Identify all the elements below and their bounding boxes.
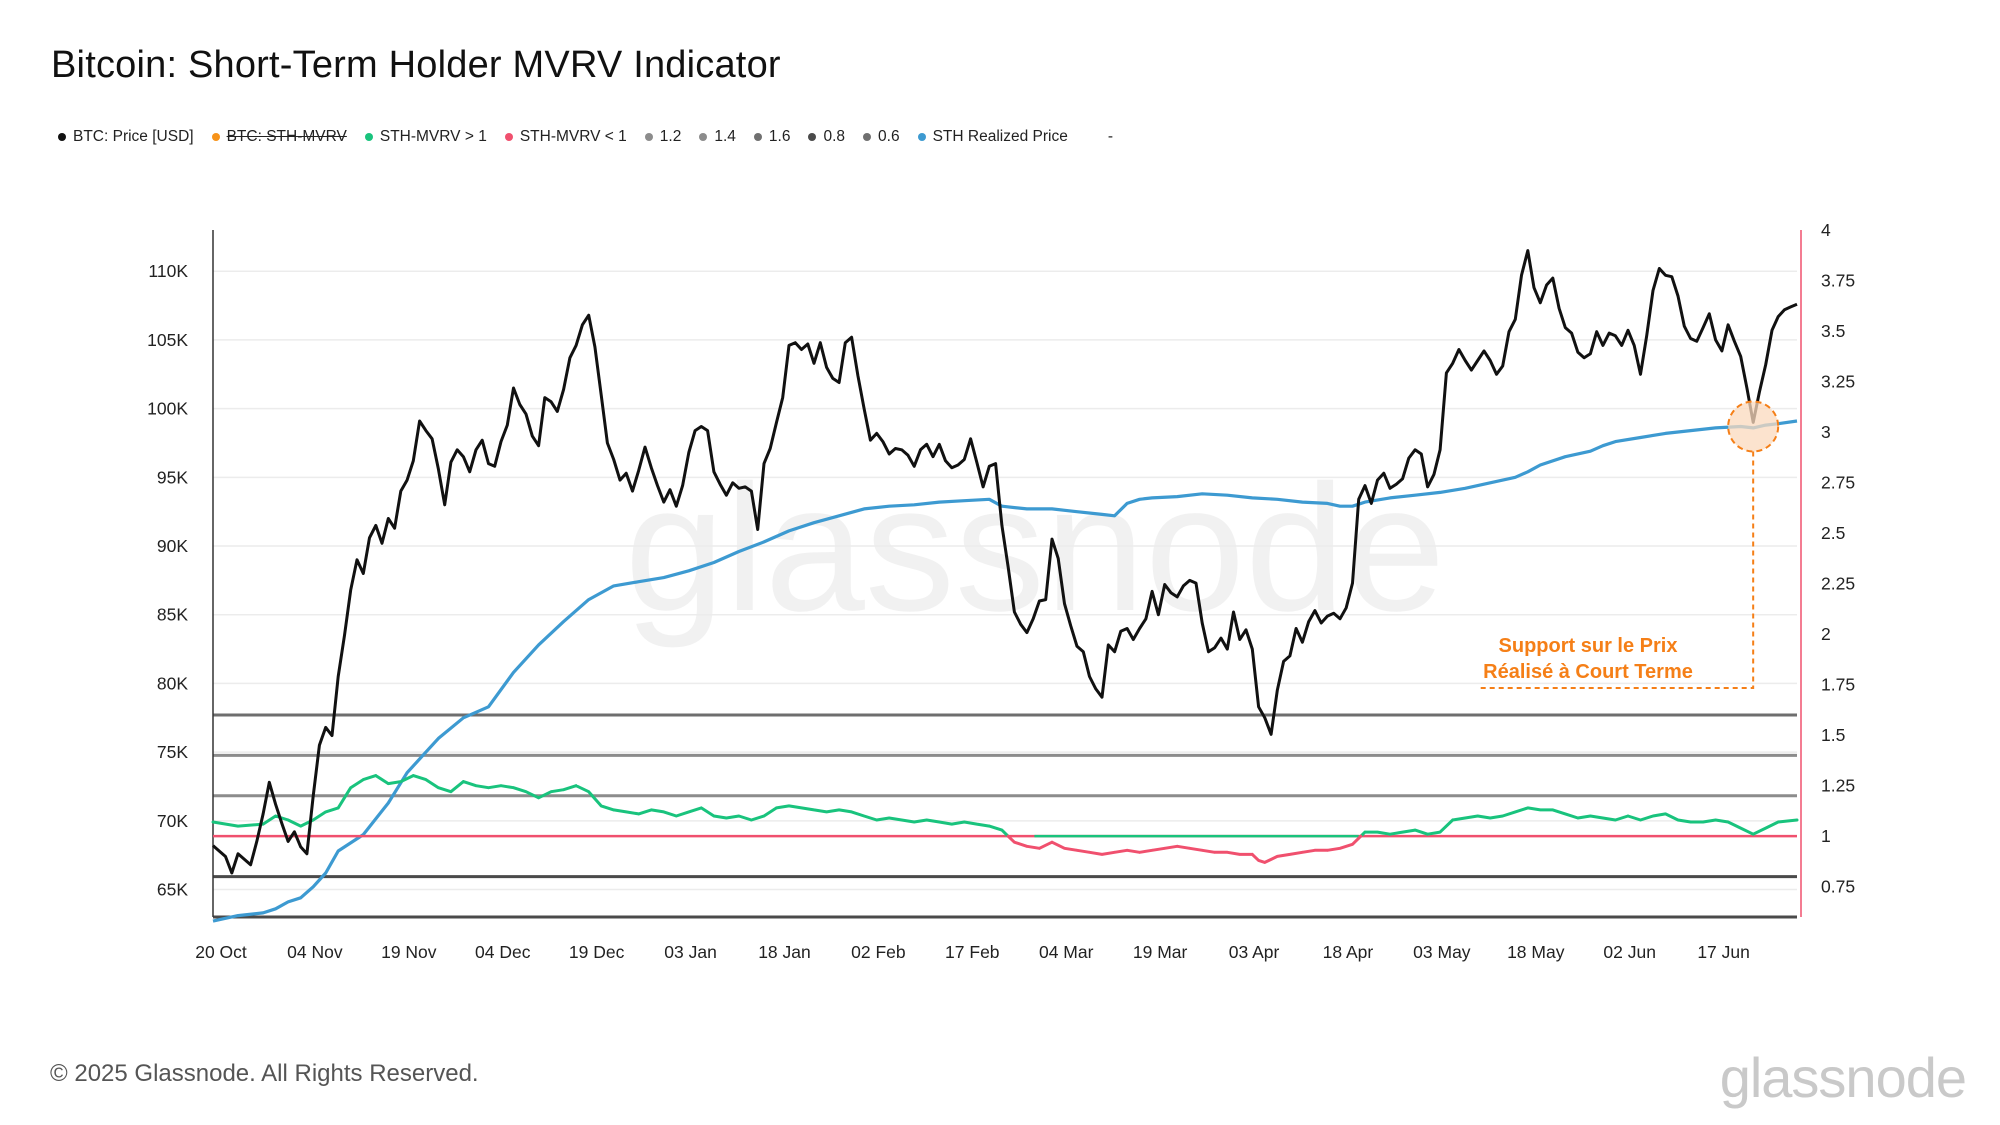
- right-tick-label: 2.75: [1821, 473, 1855, 493]
- legend-dot-icon: [863, 133, 872, 141]
- series-sth-mvrv-above-1: [211, 774, 1799, 838]
- series-sth-mvrv-below-1: [1006, 834, 1363, 864]
- left-tick-label: 80K: [157, 673, 188, 693]
- legend-dot-icon: [753, 133, 762, 141]
- legend-item[interactable]: -: [1108, 128, 1113, 146]
- legend-label: STH-MVRV > 1: [379, 128, 487, 145]
- annotation-text-line-2: Réalisé à Court Terme: [1483, 661, 1693, 683]
- legend-label: 0.6: [878, 128, 900, 145]
- legend-label: 1.6: [768, 128, 791, 145]
- legend-item[interactable]: 0.8: [808, 128, 845, 146]
- legend-dot-icon: [644, 133, 653, 141]
- right-tick-label: 3.25: [1821, 372, 1855, 392]
- legend-item[interactable]: STH Realized Price: [917, 128, 1068, 146]
- x-tick-label: 02 Feb: [851, 942, 905, 962]
- x-tick-label: 19 Nov: [381, 942, 437, 962]
- right-tick-label: 2.5: [1821, 523, 1845, 543]
- right-tick-label: 3.5: [1821, 321, 1845, 341]
- legend-label: 0.8: [823, 128, 846, 145]
- x-tick-label: 18 May: [1507, 942, 1565, 962]
- right-tick-label: 3: [1821, 422, 1831, 442]
- x-tick-label: 04 Nov: [287, 942, 343, 962]
- x-tick-label: 03 Apr: [1229, 942, 1280, 962]
- right-tick-label: 4: [1821, 220, 1831, 240]
- right-tick-label: 1.75: [1821, 675, 1855, 695]
- chart-title: Bitcoin: Short-Term Holder MVRV Indicato…: [51, 44, 781, 86]
- legend-item[interactable]: BTC: Price [USD]: [58, 128, 194, 146]
- legend: BTC: Price [USD] BTC: STH-MVRV STH-MVRV > …: [58, 128, 1131, 146]
- x-tick-label: 03 May: [1413, 942, 1471, 962]
- legend-dot-icon: [808, 133, 817, 141]
- annotation-highlight-circle: [1727, 400, 1780, 453]
- legend-label: BTC: Price [USD]: [73, 128, 194, 145]
- legend-dot-icon: [917, 133, 926, 141]
- x-tick-label: 20 Oct: [195, 942, 247, 962]
- legend-label: STH Realized Price: [932, 128, 1068, 145]
- legend-item[interactable]: BTC: STH-MVRV: [211, 128, 347, 146]
- x-tick-label: 19 Dec: [569, 942, 625, 962]
- x-tick-label: 18 Jan: [758, 942, 811, 962]
- legend-item[interactable]: STH-MVRV < 1: [504, 128, 627, 146]
- legend-dot-icon: [504, 133, 513, 141]
- x-tick-label: 02 Jun: [1603, 942, 1656, 962]
- right-tick-label: 2: [1821, 624, 1831, 644]
- right-tick-label: 2.25: [1821, 574, 1855, 594]
- left-tick-label: 70K: [157, 811, 188, 831]
- legend-label: -: [1107, 128, 1113, 145]
- legend-label: 1.4: [714, 128, 736, 145]
- annotation-leader-line: [1480, 451, 1755, 689]
- right-tick-label: 1.5: [1821, 725, 1845, 745]
- left-tick-label: 65K: [157, 880, 188, 900]
- series-sth-realized-price: [212, 419, 1798, 923]
- right-tick-label: 0.75: [1821, 877, 1855, 897]
- legend-item[interactable]: 1.4: [699, 128, 736, 146]
- left-tick-label: 105K: [147, 330, 188, 350]
- x-tick-label: 17 Feb: [945, 942, 999, 962]
- left-tick-label: 75K: [157, 742, 188, 762]
- legend-dot-icon: [364, 133, 373, 141]
- right-tick-label: 3.75: [1821, 271, 1855, 291]
- legend-dot-icon: [58, 133, 66, 141]
- legend-dot-icon: [699, 133, 708, 141]
- x-tick-label: 04 Dec: [475, 942, 531, 962]
- legend-item[interactable]: 1.2: [644, 128, 682, 146]
- legend-item[interactable]: STH-MVRV > 1: [364, 128, 487, 146]
- left-tick-label: 95K: [157, 467, 188, 487]
- x-tick-label: 19 Mar: [1133, 942, 1188, 962]
- x-tick-label: 17 Jun: [1697, 942, 1750, 962]
- x-tick-label: 18 Apr: [1323, 942, 1374, 962]
- series-btc-price: [212, 249, 1798, 875]
- legend-item[interactable]: 1.6: [753, 128, 791, 146]
- right-tick-label: 1.25: [1821, 776, 1855, 796]
- legend-item[interactable]: 0.6: [863, 128, 900, 146]
- annotation-text-line-1: Support sur le Prix: [1499, 635, 1678, 657]
- legend-label: BTC: STH-MVRV: [226, 128, 347, 145]
- legend-label: STH-MVRV < 1: [519, 128, 627, 145]
- x-tick-label: 03 Jan: [664, 942, 717, 962]
- left-tick-label: 110K: [148, 261, 188, 281]
- left-tick-label: 100K: [147, 399, 188, 419]
- left-tick-label: 90K: [157, 536, 188, 556]
- right-tick-label: 1: [1821, 826, 1831, 846]
- left-tick-label: 85K: [157, 605, 188, 625]
- legend-dot-icon: [211, 133, 220, 141]
- copyright: © 2025 Glassnode. All Rights Reserved.: [50, 1060, 479, 1087]
- x-tick-label: 04 Mar: [1039, 942, 1094, 962]
- legend-label: 1.2: [659, 128, 682, 145]
- glassnode-logo: glassnode: [1719, 1046, 1967, 1109]
